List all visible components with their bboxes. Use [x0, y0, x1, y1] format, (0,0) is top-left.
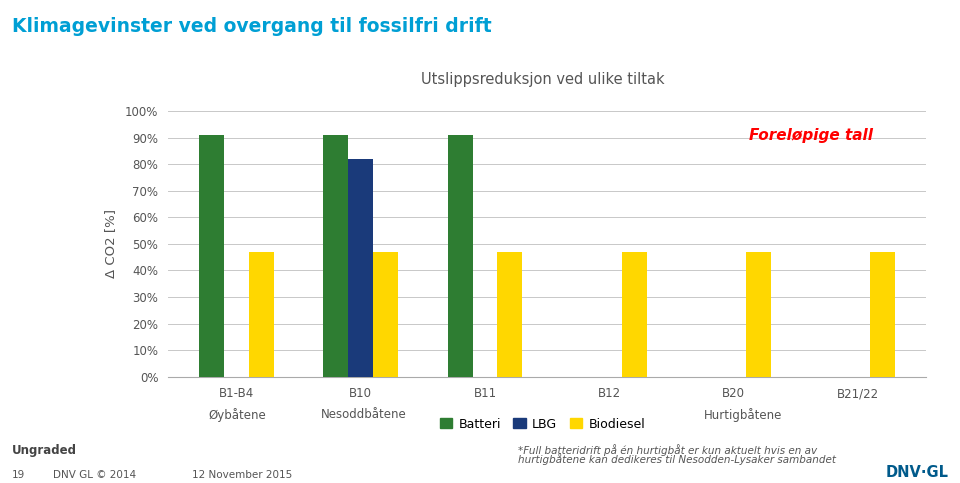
- Bar: [324, 135, 348, 377]
- Bar: [249, 252, 274, 377]
- Bar: [447, 135, 472, 377]
- Text: Utslippsreduksjon ved ulike tiltak: Utslippsreduksjon ved ulike tiltak: [420, 72, 664, 87]
- Y-axis label: Δ CO2 [%]: Δ CO2 [%]: [104, 210, 116, 278]
- Bar: [871, 252, 896, 377]
- Text: 19: 19: [12, 470, 25, 480]
- Text: Klimagevinster ved overgang til fossilfri drift: Klimagevinster ved overgang til fossilfr…: [12, 17, 492, 36]
- Text: Hurtigbåtene: Hurtigbåtene: [704, 408, 782, 422]
- Text: DNV GL © 2014: DNV GL © 2014: [53, 470, 136, 480]
- Bar: [199, 135, 224, 377]
- Text: *Full batteridrift på én hurtigbåt er kun aktuelt hvis en av: *Full batteridrift på én hurtigbåt er ku…: [518, 444, 818, 456]
- Text: Nesoddbåtene: Nesoddbåtene: [321, 408, 407, 421]
- Text: DNV·GL: DNV·GL: [885, 465, 948, 480]
- Text: 12 November 2015: 12 November 2015: [192, 470, 292, 480]
- Text: Øybåtene: Øybåtene: [208, 408, 266, 422]
- Legend: Batteri, LBG, Biodiesel: Batteri, LBG, Biodiesel: [435, 412, 650, 436]
- Bar: [348, 159, 373, 377]
- Bar: [373, 252, 398, 377]
- Text: hurtigbåtene kan dedikeres til Nesodden-Lysaker sambandet: hurtigbåtene kan dedikeres til Nesodden-…: [518, 453, 836, 465]
- Bar: [746, 252, 771, 377]
- Text: Foreløpige tall: Foreløpige tall: [749, 128, 874, 143]
- Bar: [622, 252, 647, 377]
- Bar: [497, 252, 522, 377]
- Text: Ungraded: Ungraded: [12, 444, 77, 456]
